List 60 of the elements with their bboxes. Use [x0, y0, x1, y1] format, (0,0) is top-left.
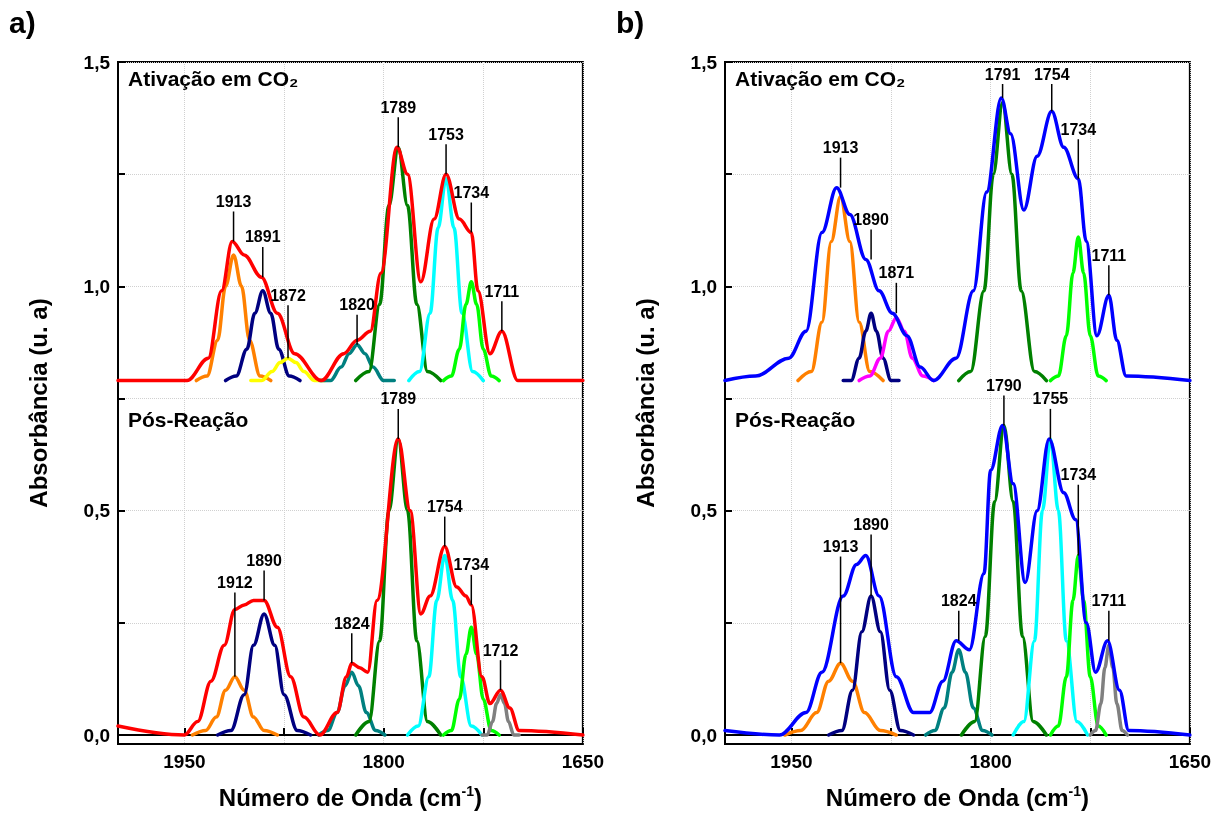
annotation: 1913 [822, 538, 859, 556]
y-tick-label: 1,0 [83, 275, 110, 297]
annotation: 1913 [215, 192, 252, 210]
annotation: 1872 [270, 286, 306, 304]
x-tick-label: 1800 [362, 751, 405, 772]
annotation: 1789 [380, 98, 417, 116]
annotation: 1791 [984, 65, 1021, 83]
y-tick-label: 0,5 [83, 500, 111, 522]
y-tick-label: 0,5 [690, 500, 718, 522]
annotation: 1754 [426, 498, 463, 516]
annotation: 1734 [1060, 120, 1097, 138]
annotation: 1890 [853, 516, 889, 534]
annotation: Pós-Reação [735, 408, 856, 431]
chart-title: a) [9, 5, 36, 39]
line-series [923, 648, 994, 737]
line-series [480, 692, 521, 737]
annotation: 1789 [380, 390, 417, 408]
y-tick-label: 1,5 [690, 51, 718, 73]
x-tick-label: 1950 [770, 751, 813, 772]
annotation: 1711 [1091, 592, 1127, 610]
chart-title: b) [616, 5, 645, 39]
line-series [215, 612, 313, 737]
annotation: 1891 [244, 228, 281, 246]
y-axis-title: Absorbância (u. a) [24, 298, 52, 508]
x-tick-label: 1650 [561, 751, 605, 772]
annotation: 1824 [333, 614, 370, 632]
annotation: 1790 [986, 376, 1022, 394]
annotation: 1711 [1091, 246, 1127, 264]
annotation: 1890 [853, 210, 889, 228]
annotation: 1734 [1060, 466, 1097, 484]
y-tick-label: 1,0 [690, 275, 717, 297]
annotation: Ativação em CO₂ [128, 67, 299, 90]
annotation: Ativação em CO₂ [735, 67, 906, 90]
annotation: 1912 [217, 573, 253, 591]
line-series [116, 145, 585, 383]
annotation: 1913 [822, 139, 859, 157]
line-series [841, 311, 901, 383]
annotation: 1734 [453, 556, 490, 574]
annotation: 1753 [428, 125, 464, 143]
annotation: 1871 [878, 264, 915, 282]
annotation: 1711 [484, 282, 520, 300]
annotation: 1712 [482, 641, 519, 659]
annotation: 1754 [1033, 65, 1070, 83]
annotation: 1755 [1032, 390, 1069, 408]
annotation: 1734 [453, 184, 490, 201]
line-series [783, 661, 899, 737]
annotation: Pós-Reação [128, 408, 249, 431]
line-series [116, 437, 585, 737]
line-series [190, 674, 280, 737]
annotation: 1824 [940, 592, 977, 610]
y-tick-label: 1,5 [83, 51, 111, 73]
y-tick-label: 0,0 [690, 724, 717, 746]
y-axis-title: Absorbância (u. a) [631, 298, 659, 508]
line-series [194, 253, 273, 383]
annotation: 1890 [246, 551, 282, 569]
x-tick-label: 1950 [163, 751, 206, 772]
line-series [826, 594, 916, 737]
x-tick-label: 1800 [969, 751, 1012, 772]
y-tick-label: 0,0 [83, 724, 110, 746]
x-tick-label: 1650 [1168, 751, 1212, 772]
